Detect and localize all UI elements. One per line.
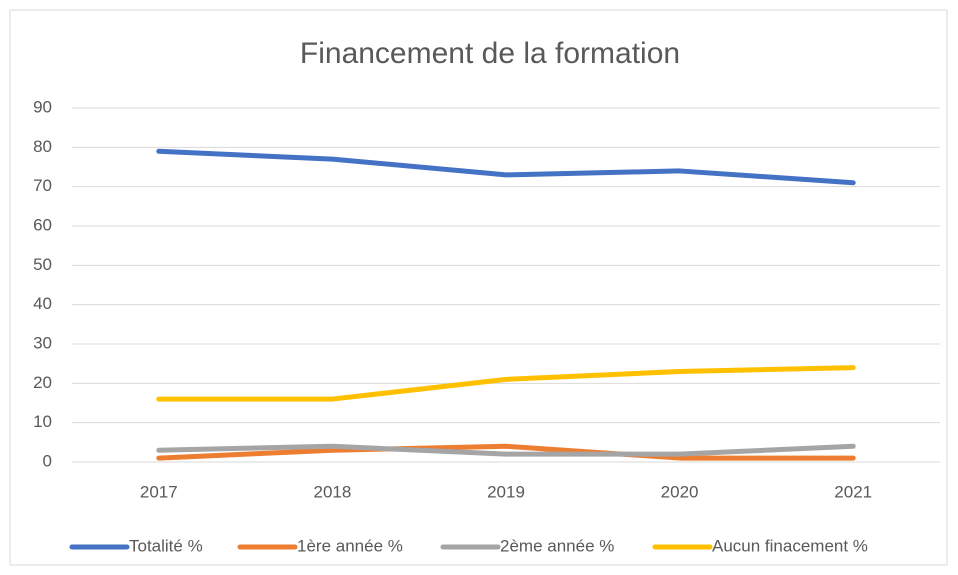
x-tick-label: 2021	[834, 482, 872, 501]
y-tick-label: 10	[33, 412, 52, 431]
x-tick-label: 2019	[487, 482, 525, 501]
x-tick-label: 2017	[140, 482, 178, 501]
y-tick-label: 80	[33, 137, 52, 156]
series-line	[156, 148, 856, 186]
series-line	[156, 443, 856, 461]
y-tick-label: 30	[33, 333, 52, 352]
y-tick-label: 20	[33, 373, 52, 392]
legend-label: Totalité %	[129, 536, 203, 555]
y-tick-label: 50	[33, 255, 52, 274]
y-tick-label: 40	[33, 294, 52, 313]
series-line	[156, 443, 856, 457]
y-tick-label: 60	[33, 215, 52, 234]
chart-border	[9, 9, 948, 566]
y-tick-label: 0	[43, 451, 52, 470]
y-tick-label: 90	[33, 97, 52, 116]
x-tick-label: 2018	[313, 482, 351, 501]
chart-title: Financement de la formation	[300, 37, 680, 70]
legend-label: Aucun finacement %	[712, 536, 868, 555]
y-tick-label: 70	[33, 176, 52, 195]
legend-label: 2ème année %	[500, 536, 614, 555]
series-line	[156, 365, 856, 402]
x-tick-label: 2020	[661, 482, 699, 501]
legend-label: 1ère année %	[297, 536, 403, 555]
